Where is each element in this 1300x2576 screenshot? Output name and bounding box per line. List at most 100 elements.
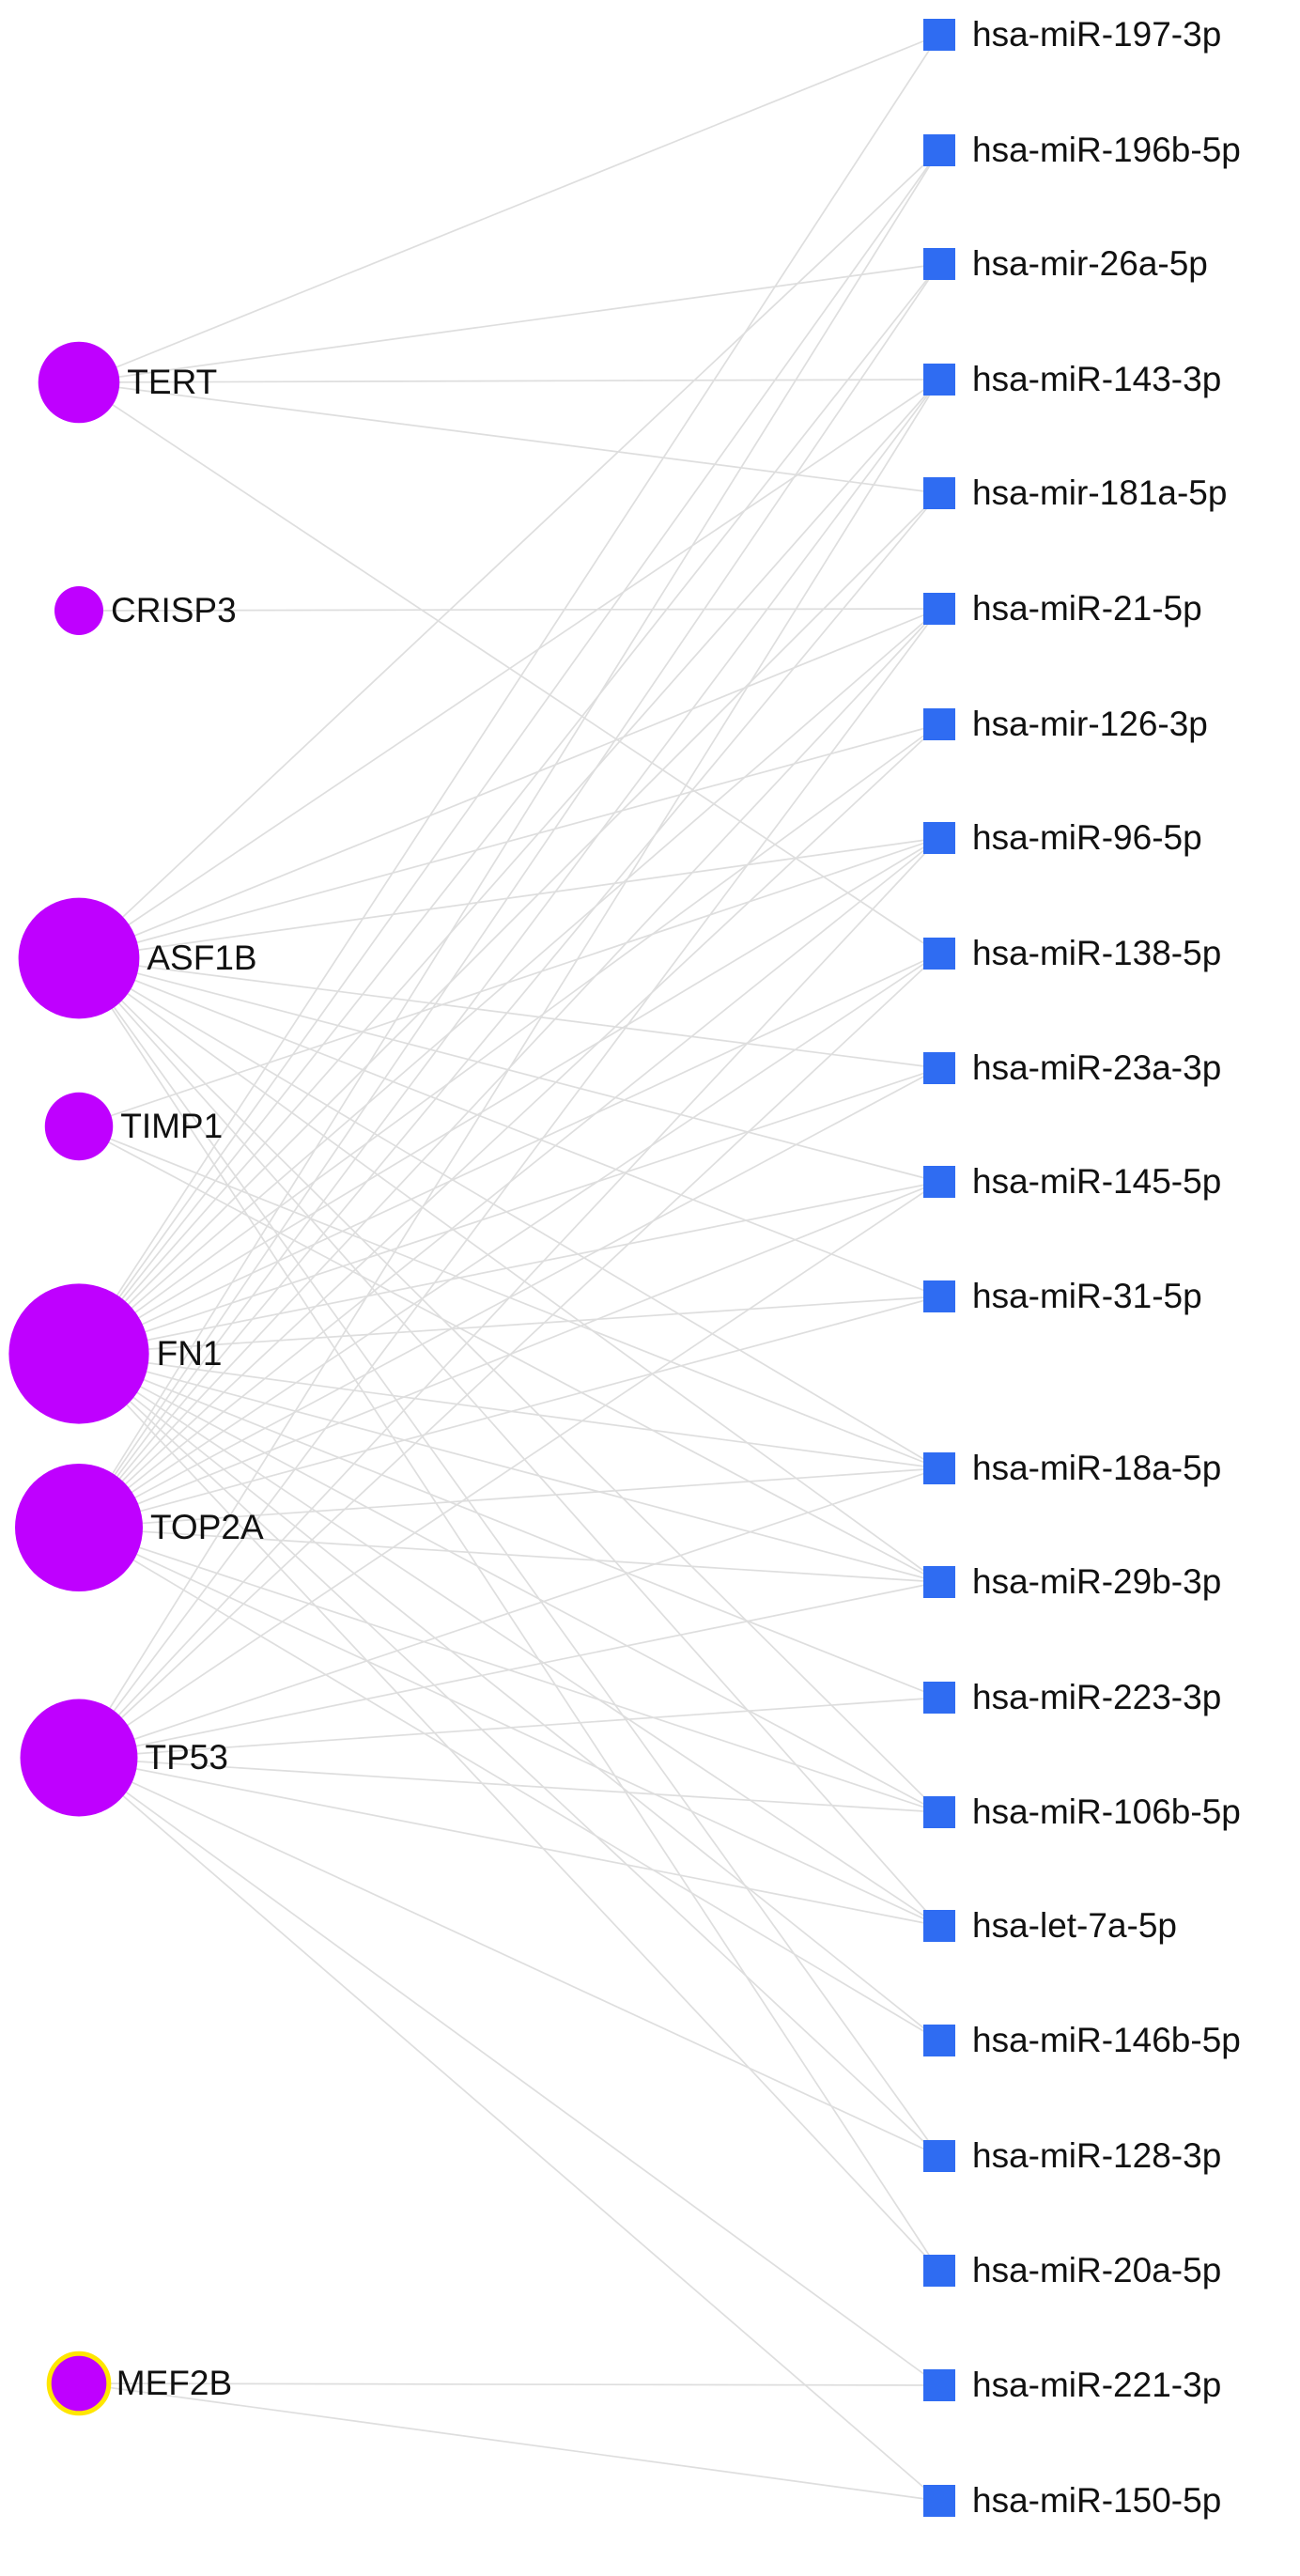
edge-fn1-hsa-mir-31-5p <box>78 1296 940 1355</box>
mirna-label-hsa-mir-21-5p: hsa-miR-21-5p <box>972 589 1202 628</box>
edge-fn1-hsa-mir-23a-3p <box>78 1067 940 1355</box>
edge-layer <box>78 34 940 2502</box>
mirna-node-hsa-mir-221-3p[interactable] <box>923 2369 955 2401</box>
edge-asf1b-hsa-mir-20a-5p <box>78 957 940 2272</box>
edge-top2a-hsa-mir-31-5p <box>78 1296 940 1529</box>
mirna-node-hsa-mir-181a-5p[interactable] <box>923 477 955 509</box>
mirna-node-hsa-mir-96-5p[interactable] <box>923 822 955 854</box>
gene-node-asf1b[interactable] <box>18 897 140 1019</box>
edge-top2a-hsa-mir-26a-5p <box>78 263 940 1529</box>
mirna-node-hsa-mir-138-5p[interactable] <box>923 938 955 970</box>
mirna-node-hsa-mir-197-3p[interactable] <box>923 19 955 51</box>
gene-node-mef2b[interactable] <box>46 2351 112 2416</box>
edge-mef2b-hsa-mir-150-5p <box>78 2382 940 2502</box>
edge-fn1-hsa-mir-196b-5p <box>78 149 940 1355</box>
gene-label-asf1b: ASF1B <box>147 939 256 977</box>
edge-fn1-hsa-mir-128-3p <box>78 1353 940 2157</box>
edge-top2a-hsa-mir-196b-5p <box>78 149 940 1529</box>
edge-top2a-hsa-let-7a-5p <box>78 1527 940 1927</box>
mirna-label-hsa-mir-106b-5p: hsa-miR-106b-5p <box>972 1792 1241 1831</box>
edge-fn1-hsa-mir-143-3p <box>78 379 940 1355</box>
mirna-label-hsa-mir-138-5p: hsa-miR-138-5p <box>972 934 1221 972</box>
mirna-label-hsa-mir-20a-5p: hsa-miR-20a-5p <box>972 2251 1221 2289</box>
edge-asf1b-hsa-mir-21-5p <box>78 608 940 959</box>
mirna-node-hsa-mir-106b-5p[interactable] <box>923 1796 955 1828</box>
edge-fn1-hsa-mir-181a-5p <box>78 492 940 1355</box>
mirna-label-hsa-mir-23a-3p: hsa-miR-23a-3p <box>972 1048 1221 1087</box>
edge-asf1b-hsa-mir-128-3p <box>78 957 940 2157</box>
edge-asf1b-hsa-mir-18a-5p <box>78 957 940 1469</box>
mirna-node-hsa-mir-31-5p[interactable] <box>923 1280 955 1312</box>
mirna-node-hsa-mir-18a-5p[interactable] <box>923 1452 955 1484</box>
mirna-node-hsa-mir-26a-5p[interactable] <box>923 248 955 280</box>
gene-node-tert[interactable] <box>38 341 120 424</box>
edge-top2a-hsa-mir-138-5p <box>78 953 940 1529</box>
edge-top2a-hsa-mir-29b-3p <box>78 1527 940 1583</box>
edge-fn1-hsa-let-7a-5p <box>78 1353 940 1927</box>
mirna-node-hsa-mir-23a-3p[interactable] <box>923 1052 955 1084</box>
edge-tp53-hsa-mir-221-3p <box>78 1757 940 2386</box>
mirna-label-hsa-mir-223-3p: hsa-miR-223-3p <box>972 1678 1221 1716</box>
mirna-node-hsa-mir-128-3p[interactable] <box>923 2140 955 2172</box>
mirna-node-hsa-mir-126-3p[interactable] <box>923 708 955 740</box>
edge-fn1-hsa-mir-96-5p <box>78 837 940 1355</box>
mirna-node-hsa-mir-146b-5p[interactable] <box>923 2025 955 2056</box>
edge-fn1-hsa-mir-29b-3p <box>78 1353 940 1583</box>
gene-node-timp1[interactable] <box>44 1092 114 1161</box>
mirna-label-hsa-mir-96-5p: hsa-miR-96-5p <box>972 818 1202 857</box>
edge-tp53-hsa-mir-18a-5p <box>78 1467 940 1759</box>
edge-fn1-hsa-mir-18a-5p <box>78 1353 940 1469</box>
gene-label-mef2b: MEF2B <box>116 2364 232 2402</box>
edge-tert-hsa-mir-26a-5p <box>78 263 940 383</box>
edge-tp53-hsa-mir-21-5p <box>78 608 940 1759</box>
label-layer: TERT CRISP3 ASF1B TIMP1 FN1 TOP2A TP53 MEF2B hsa… <box>111 15 1241 2520</box>
edge-top2a-hsa-mir-146b-5p <box>78 1527 940 2041</box>
edge-asf1b-hsa-mir-126-3p <box>78 723 940 959</box>
edge-fn1-hsa-mir-146b-5p <box>78 1353 940 2041</box>
gene-node-top2a[interactable] <box>15 1464 143 1591</box>
edge-top2a-hsa-mir-18a-5p <box>78 1467 940 1529</box>
mirna-label-hsa-mir-221-3p: hsa-miR-221-3p <box>972 2366 1221 2404</box>
edge-tp53-hsa-mir-223-3p <box>78 1697 940 1759</box>
edge-fn1-hsa-mir-26a-5p <box>78 263 940 1355</box>
gene-label-tp53: TP53 <box>145 1738 227 1777</box>
mirna-node-hsa-mir-150-5p[interactable] <box>923 2485 955 2517</box>
mirna-label-hsa-mir-146b-5p: hsa-miR-146b-5p <box>972 2021 1241 2059</box>
edge-fn1-hsa-mir-197-3p <box>78 34 940 1355</box>
edge-tp53-hsa-mir-150-5p <box>78 1757 940 2502</box>
edge-tp53-hsa-let-7a-5p <box>78 1757 940 1927</box>
mirna-label-hsa-let-7a-5p: hsa-let-7a-5p <box>972 1906 1177 1945</box>
mirna-node-hsa-mir-223-3p[interactable] <box>923 1682 955 1714</box>
edge-tp53-hsa-mir-106b-5p <box>78 1757 940 1813</box>
mirna-node-hsa-mir-29b-3p[interactable] <box>923 1566 955 1598</box>
mirna-label-hsa-mir-181a-5p: hsa-mir-181a-5p <box>972 473 1227 512</box>
gene-label-crisp3: CRISP3 <box>111 591 237 629</box>
mirna-node-hsa-mir-21-5p[interactable] <box>923 593 955 625</box>
gene-label-timp1: TIMP1 <box>120 1107 223 1145</box>
edge-tp53-hsa-mir-96-5p <box>78 837 940 1759</box>
mirna-label-hsa-mir-31-5p: hsa-miR-31-5p <box>972 1277 1202 1315</box>
edge-fn1-hsa-mir-21-5p <box>78 608 940 1355</box>
mirna-node-hsa-mir-20a-5p[interactable] <box>923 2255 955 2287</box>
mirna-node-hsa-mir-143-3p[interactable] <box>923 364 955 396</box>
edge-top2a-hsa-mir-143-3p <box>78 379 940 1529</box>
edge-fn1-hsa-mir-138-5p <box>78 953 940 1355</box>
mirna-label-hsa-mir-143-3p: hsa-miR-143-3p <box>972 360 1221 398</box>
edge-fn1-hsa-mir-126-3p <box>78 723 940 1355</box>
mirna-node-hsa-let-7a-5p[interactable] <box>923 1910 955 1942</box>
gene-label-tert: TERT <box>127 363 217 401</box>
mirna-label-hsa-mir-18a-5p: hsa-miR-18a-5p <box>972 1449 1221 1487</box>
node-layer <box>8 19 955 2517</box>
gene-node-tp53[interactable] <box>20 1699 138 1817</box>
edge-tp53-hsa-mir-128-3p <box>78 1757 940 2157</box>
gene-node-crisp3[interactable] <box>54 586 103 635</box>
mirna-node-hsa-mir-145-5p[interactable] <box>923 1166 955 1198</box>
mirna-node-hsa-mir-196b-5p[interactable] <box>923 134 955 166</box>
gene-node-fn1[interactable] <box>8 1283 149 1424</box>
mirna-label-hsa-mir-196b-5p: hsa-miR-196b-5p <box>972 131 1241 169</box>
edge-tert-hsa-mir-197-3p <box>78 34 940 383</box>
edge-tp53-hsa-mir-145-5p <box>78 1181 940 1759</box>
mirna-label-hsa-mir-150-5p: hsa-miR-150-5p <box>972 2481 1221 2520</box>
